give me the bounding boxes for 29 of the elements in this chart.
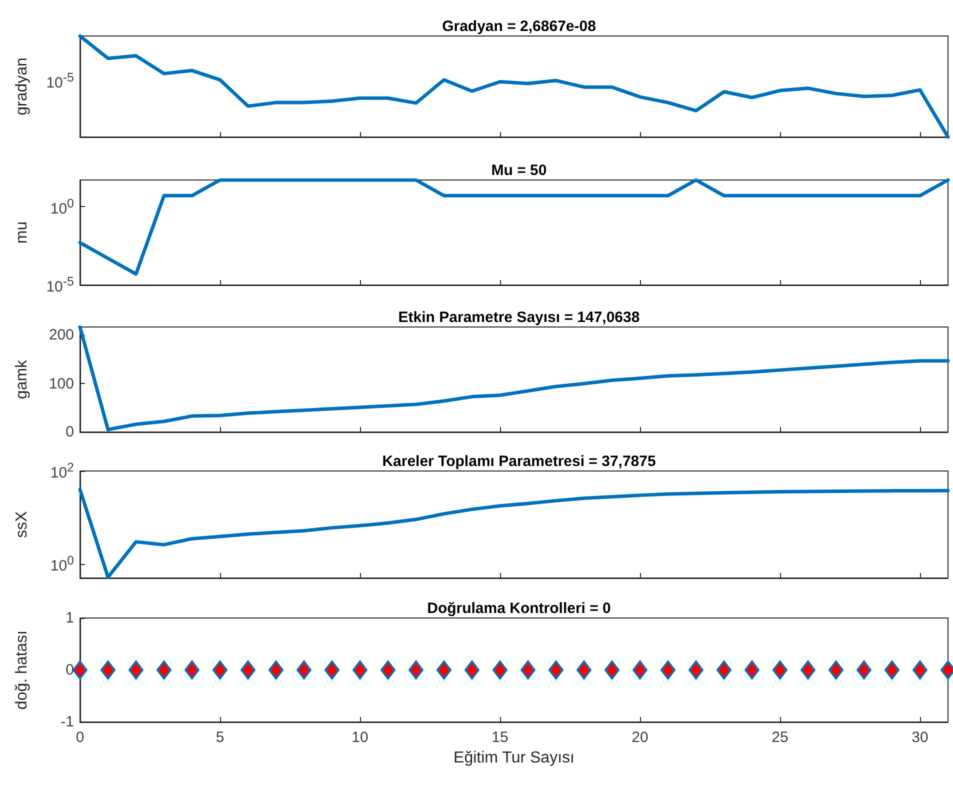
y-tick-label: 0 [66, 662, 74, 678]
x-tick-label: 10 [352, 729, 368, 746]
y-axis-title: mu [14, 221, 30, 244]
y-tick-label: 1 [66, 610, 74, 626]
x-tick-label: 5 [216, 729, 224, 746]
y-tick-label: -1 [60, 714, 74, 730]
chart-title: Etkin Parametre Sayısı = 147,0638 [398, 309, 640, 326]
x-tick-label: 30 [912, 729, 928, 746]
y-axis-title: gradyan [14, 58, 30, 116]
y-tick-label: 100 [48, 375, 74, 392]
y-tick-label: 10$^{0}$ [50, 554, 74, 574]
y-tick-label: 10$^{2}$ [50, 460, 74, 482]
chart-title: Kareler Toplamı Parametresi = 37,7875 [382, 453, 656, 470]
y-axis-title: gamk [14, 358, 30, 400]
chart-title: Mu = 50 [491, 162, 547, 179]
x-tick-label: 20 [632, 729, 648, 746]
chart-title: Gradyan = 2,6867e-08 [442, 18, 596, 35]
y-tick-label: 10$^{0}$ [50, 196, 74, 218]
x-tick-label: 25 [772, 729, 788, 746]
chart-title: Doğrulama Kontrolleri = 0 [427, 600, 611, 617]
x-axis-title: Eğitim Tur Sayısı [454, 750, 574, 766]
x-tick-label: 15 [492, 729, 508, 746]
line-series [78, 178, 950, 276]
y-tick-label: 10$^{-5}$ [46, 274, 74, 296]
y-tick-label: 200 [48, 326, 74, 344]
y-axis-title: doğ. hatası [14, 630, 30, 710]
y-tick-label: 0 [66, 424, 74, 440]
line-series [78, 325, 950, 432]
y-axis-title: ssX [14, 510, 30, 538]
